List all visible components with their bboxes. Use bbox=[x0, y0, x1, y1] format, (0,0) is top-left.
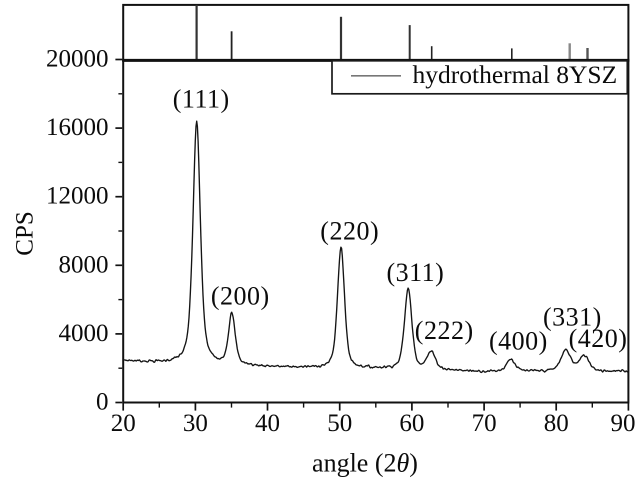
svg-text:40: 40 bbox=[255, 410, 280, 437]
svg-text:(222): (222) bbox=[415, 316, 474, 345]
svg-text:80: 80 bbox=[544, 410, 569, 437]
svg-text:(200): (200) bbox=[211, 281, 270, 310]
svg-text:30: 30 bbox=[183, 410, 208, 437]
svg-text:(331): (331) bbox=[543, 302, 602, 331]
svg-text:(111): (111) bbox=[173, 85, 230, 114]
svg-text:50: 50 bbox=[327, 410, 352, 437]
svg-text:16000: 16000 bbox=[46, 114, 109, 141]
svg-text:12000: 12000 bbox=[46, 183, 109, 210]
svg-text:(220): (220) bbox=[320, 216, 379, 245]
svg-text:8000: 8000 bbox=[59, 251, 109, 278]
svg-text:0: 0 bbox=[96, 389, 109, 416]
svg-text:CPS: CPS bbox=[12, 211, 39, 255]
svg-text:hydrothermal 8YSZ: hydrothermal 8YSZ bbox=[413, 60, 618, 89]
svg-text:60: 60 bbox=[399, 410, 424, 437]
svg-text:20000: 20000 bbox=[46, 46, 109, 73]
svg-text:(420): (420) bbox=[569, 324, 628, 353]
svg-text:70: 70 bbox=[472, 410, 497, 437]
svg-text:90: 90 bbox=[611, 410, 636, 437]
svg-text:20: 20 bbox=[111, 410, 136, 437]
svg-text:angle (2θ): angle (2θ) bbox=[312, 448, 418, 477]
svg-text:(311): (311) bbox=[386, 258, 444, 287]
svg-text:(400): (400) bbox=[489, 327, 548, 356]
svg-text:4000: 4000 bbox=[59, 320, 109, 347]
